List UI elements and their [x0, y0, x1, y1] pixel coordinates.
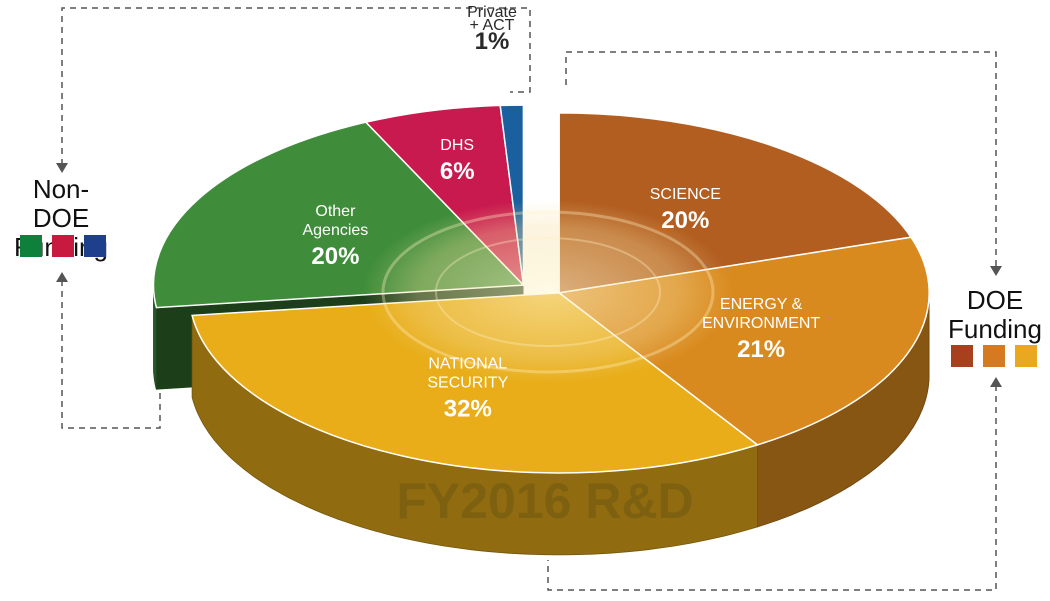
doe-bracket — [547, 51, 997, 591]
doe-legend-title-line: Funding — [948, 314, 1042, 344]
slice-name-label: ENERGY & — [720, 296, 803, 313]
non-doe-legend-title-line: Non-DOE — [32, 174, 90, 233]
legend-swatch — [52, 235, 74, 257]
legend-swatch — [983, 345, 1005, 367]
slice-label: ENERGY & ENVIRONMENT 21% — [702, 296, 820, 363]
chart-watermark-text: FY2016 R&D — [396, 473, 693, 529]
slice-name-label: Agencies — [302, 222, 368, 239]
slice-labels: SCIENCE 20% ENERGY & ENVIRONMENT 21% NATIONAL… — [302, 4, 820, 422]
slice-value-label: 32% — [444, 395, 492, 422]
slice-value-label: 21% — [737, 336, 785, 363]
legend-swatch — [1015, 345, 1037, 367]
legend-swatch — [84, 235, 106, 257]
slice-label: NATIONAL SECURITY 32% — [427, 355, 508, 422]
slice-label: Other Agencies 20% — [302, 203, 368, 270]
slice-name-label: ENVIRONMENT — [702, 315, 820, 332]
slice-name-label: SECURITY — [427, 374, 508, 391]
legend-swatch — [20, 235, 42, 257]
slice-label: SCIENCE 20% — [650, 186, 721, 234]
slice-name-label: Other — [315, 203, 356, 220]
slice-value-label: 20% — [311, 243, 359, 270]
slice-value-label: 20% — [661, 207, 709, 234]
slice-name-label: NATIONAL — [428, 355, 507, 372]
slice-label: DHS 6% — [440, 137, 475, 185]
slice-name-label: DHS — [440, 137, 474, 154]
doe-legend-title-line: DOE — [966, 285, 1024, 315]
slice-name-label: SCIENCE — [650, 186, 721, 203]
slice-value-label: 6% — [440, 158, 475, 185]
slice-value-label: 1% — [475, 28, 510, 55]
legend-swatch — [951, 345, 973, 367]
slice-name-label: Private — [467, 4, 517, 21]
doe-legend-title: DOE Funding — [945, 286, 1045, 344]
non-doe-bracket — [61, 7, 531, 429]
slice-name-label: + ACT — [470, 17, 515, 34]
